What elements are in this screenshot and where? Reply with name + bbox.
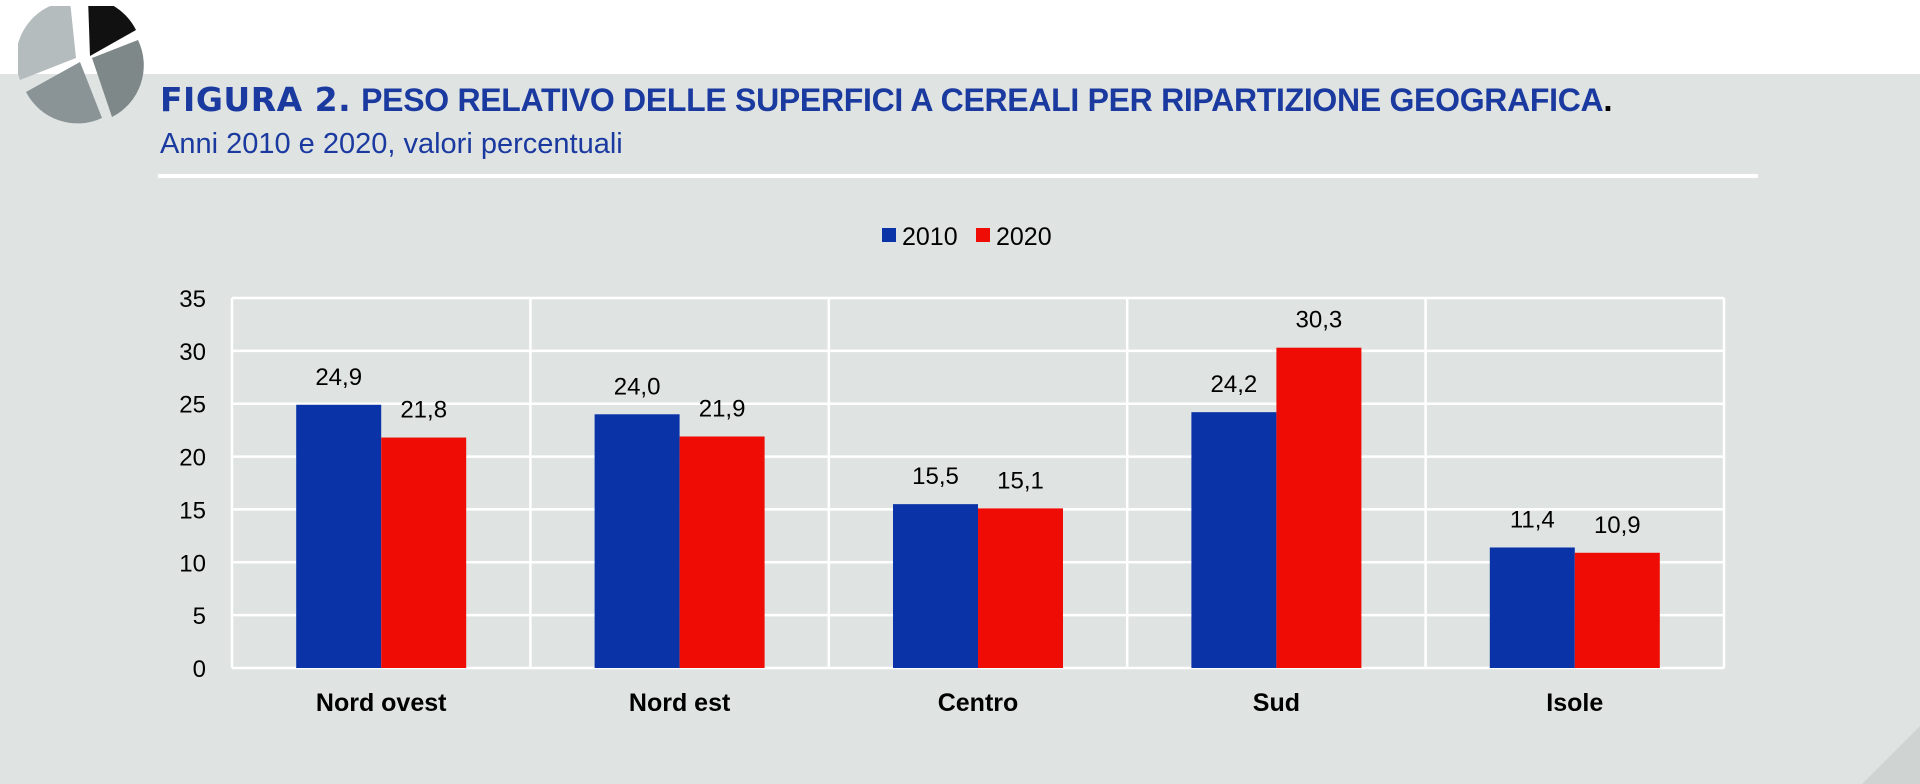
data-label: 24,0 bbox=[614, 373, 661, 400]
title-divider bbox=[158, 174, 1758, 178]
category-label: Centro bbox=[938, 689, 1019, 717]
data-label: 11,4 bbox=[1510, 506, 1555, 533]
figure-title-line: FIGURA 2. PESO RELATIVO DELLE SUPERFICI A… bbox=[160, 80, 1613, 119]
logo-gray-slice bbox=[92, 40, 144, 117]
data-label: 15,1 bbox=[997, 467, 1044, 494]
y-tick-label: 35 bbox=[179, 286, 206, 313]
y-tick-label: 30 bbox=[179, 339, 206, 366]
category-label: Isole bbox=[1546, 689, 1603, 717]
logo-black-slice bbox=[88, 6, 136, 56]
logo-light-slice bbox=[26, 62, 102, 124]
bar-2020 bbox=[679, 436, 765, 668]
category-label: Nord ovest bbox=[316, 689, 447, 717]
figure-title: PESO RELATIVO DELLE SUPERFICI A CEREALI … bbox=[361, 82, 1604, 118]
data-label: 21,9 bbox=[699, 395, 746, 422]
bar-2010 bbox=[893, 504, 978, 668]
corner-fold bbox=[1862, 726, 1920, 784]
bar-2020 bbox=[1574, 552, 1660, 668]
y-tick-label: 25 bbox=[179, 392, 206, 419]
labels-layer: 0 5 10 15 20 25 30 35 24,9 21,8 Nord ovest 24,0 21,9… bbox=[179, 286, 1640, 717]
bar-2010 bbox=[296, 404, 382, 668]
pie-chart-logo-icon bbox=[18, 6, 144, 124]
figure-title-period: . bbox=[1603, 81, 1613, 118]
data-label: 21,8 bbox=[400, 397, 447, 424]
logo-dark-gray-slice bbox=[18, 6, 76, 80]
bar-2010 bbox=[1191, 412, 1277, 668]
legend: 2010 2020 bbox=[882, 223, 1052, 251]
legend-swatch-2010 bbox=[882, 228, 896, 242]
y-tick-label: 0 bbox=[193, 656, 206, 683]
y-tick-label: 15 bbox=[179, 497, 206, 524]
y-tick-label: 10 bbox=[179, 550, 206, 577]
y-tick-label: 20 bbox=[179, 445, 206, 472]
bar-2020 bbox=[1276, 347, 1362, 668]
bar-2010 bbox=[594, 414, 680, 668]
category-label: Nord est bbox=[629, 689, 731, 717]
data-label: 30,3 bbox=[1296, 307, 1343, 334]
y-tick-label: 5 bbox=[193, 603, 206, 630]
figure-subtitle: Anni 2010 e 2020, valori percentuali bbox=[160, 128, 623, 160]
data-label: 15,5 bbox=[912, 463, 959, 490]
legend-swatch-2020 bbox=[976, 228, 990, 242]
legend-label: 2010 bbox=[902, 223, 958, 251]
figure-label: FIGURA 2. bbox=[160, 80, 352, 119]
bars-layer bbox=[296, 347, 1660, 668]
data-label: 10,9 bbox=[1594, 512, 1641, 539]
bar-2020 bbox=[381, 437, 467, 668]
data-label: 24,9 bbox=[315, 364, 362, 391]
category-label: Sud bbox=[1253, 689, 1300, 717]
bar-2020 bbox=[978, 508, 1063, 668]
legend-label: 2020 bbox=[996, 223, 1052, 251]
bar-2010 bbox=[1489, 547, 1575, 668]
data-label: 24,2 bbox=[1211, 371, 1258, 398]
